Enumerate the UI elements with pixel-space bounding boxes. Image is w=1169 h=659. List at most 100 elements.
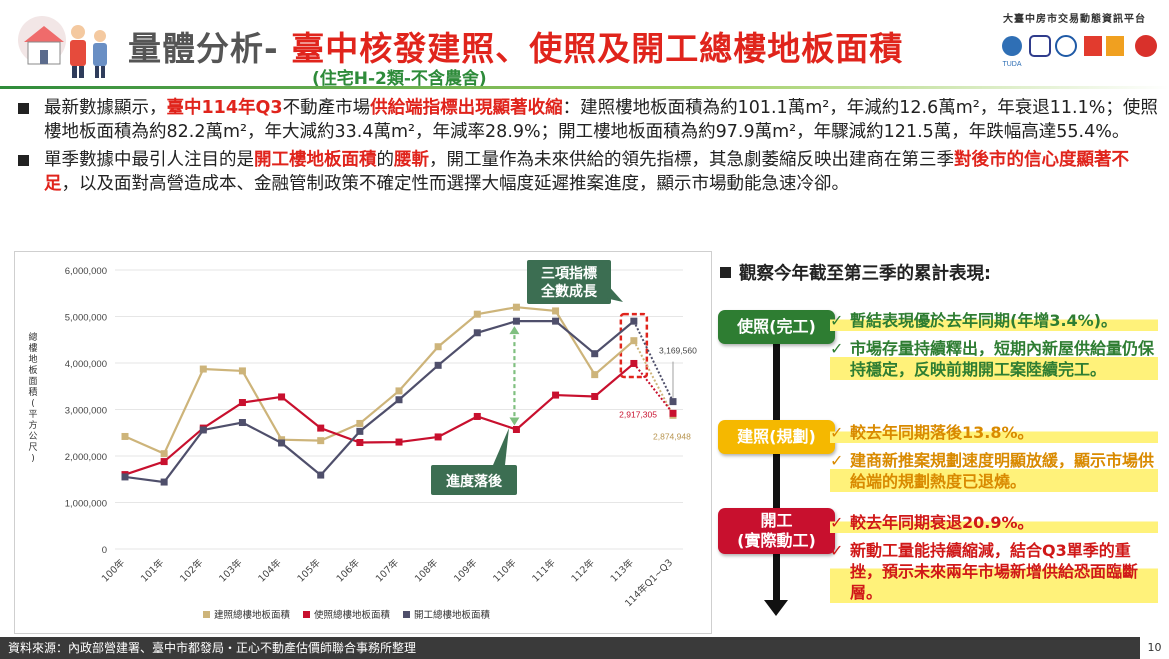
data-point bbox=[434, 343, 442, 351]
bullet-text: 最新數據顯示， bbox=[44, 98, 167, 118]
y-axis-label-char: 總 bbox=[28, 331, 37, 343]
bullet-highlight: 開工樓地板面積 bbox=[254, 150, 377, 170]
check-icon: ✓ bbox=[830, 513, 844, 532]
data-point bbox=[473, 329, 481, 337]
check-icon: ✓ bbox=[830, 451, 844, 470]
callout-delay-pointer bbox=[493, 428, 509, 465]
y-axis-label-char: 方 bbox=[28, 419, 37, 431]
y-axis-label-char: ) bbox=[31, 454, 35, 464]
legend-label: 開工總樓地板面積 bbox=[414, 609, 491, 621]
occupancy-item-1: ✓ 暫結表現優於去年同期(年增3.4%)。 bbox=[830, 310, 1158, 331]
data-label: 2,874,948 bbox=[653, 431, 691, 441]
y-tick-label: 2,000,000 bbox=[65, 452, 107, 463]
bullet-item: 單季數據中最引人注目的是開工樓地板面積的腰斬，開工量作為未來供給的領先指標，其急… bbox=[18, 148, 1158, 196]
data-point bbox=[160, 478, 168, 486]
data-point bbox=[160, 458, 168, 466]
data-point bbox=[395, 396, 403, 404]
highlight-box bbox=[619, 312, 649, 379]
summary-bullets: 最新數據顯示，臺中114年Q3不動產市場供給端指標出現顯著收縮：建照樓地板面積為… bbox=[18, 96, 1158, 200]
data-point bbox=[356, 419, 364, 427]
x-tick-label: 100年 bbox=[99, 556, 127, 584]
page-title: 量體分析- 臺中核發建照、使照及開工總樓地板面積 bbox=[128, 22, 903, 70]
footer-source: 資料來源：內政部營建署、臺中市都發局・正心不動產估價師聯合事務所整理 bbox=[0, 637, 1140, 659]
callout-growth-pointer bbox=[605, 282, 623, 302]
data-point bbox=[669, 409, 677, 417]
data-point bbox=[238, 419, 246, 427]
data-point bbox=[238, 367, 246, 375]
bullet-highlight: 臺中114年Q3 bbox=[166, 98, 283, 118]
data-point bbox=[591, 371, 599, 379]
timeline-line bbox=[773, 334, 780, 602]
legend-marker bbox=[203, 611, 210, 618]
data-point bbox=[121, 473, 129, 481]
y-axis-label-char: 公 bbox=[28, 431, 37, 442]
data-point bbox=[552, 307, 560, 315]
data-point bbox=[317, 437, 325, 445]
x-tick-label: 112年 bbox=[569, 556, 597, 584]
y-axis-label-char: 板 bbox=[28, 364, 37, 376]
series-line-2 bbox=[124, 362, 635, 476]
data-point bbox=[395, 387, 403, 395]
x-tick-label: 113年 bbox=[608, 556, 636, 584]
gap-arrow-down-icon bbox=[509, 417, 520, 426]
data-point bbox=[591, 350, 599, 358]
y-tick-label: 4,000,000 bbox=[65, 359, 107, 370]
x-tick-label: 110年 bbox=[491, 556, 519, 584]
callout-growth-box bbox=[527, 260, 611, 304]
callout-growth-text: 全數成長 bbox=[540, 283, 598, 300]
y-axis-label-char: 面 bbox=[28, 376, 37, 387]
check-icon: ✓ bbox=[830, 541, 844, 560]
data-point bbox=[512, 303, 520, 311]
organization-name: 大臺中房市交易動態資訊平台 bbox=[1003, 14, 1146, 25]
x-tick-label: 102年 bbox=[177, 556, 205, 584]
series-dotted-segment-2 bbox=[633, 362, 674, 414]
y-tick-label: 3,000,000 bbox=[65, 406, 107, 417]
series-line-3 bbox=[124, 320, 635, 484]
x-tick-label: 107年 bbox=[373, 556, 401, 584]
y-tick-label: 6,000,000 bbox=[65, 266, 107, 277]
bullet-text: 的 bbox=[376, 150, 395, 170]
data-point bbox=[552, 391, 560, 399]
data-point bbox=[278, 439, 286, 447]
data-point bbox=[199, 426, 207, 434]
header-divider bbox=[0, 86, 1169, 89]
x-tick-label: 111年 bbox=[530, 556, 558, 584]
x-tick-label: 104年 bbox=[256, 556, 284, 584]
y-tick-label: 1,000,000 bbox=[65, 499, 107, 510]
y-axis-label-char: 尺 bbox=[28, 442, 37, 453]
data-label: 2,917,305 bbox=[619, 409, 657, 419]
legend-label: 使照總樓地板面積 bbox=[314, 609, 391, 621]
y-tick-label: 0 bbox=[102, 545, 107, 556]
data-point bbox=[317, 424, 325, 432]
data-point bbox=[317, 471, 325, 479]
tag-building-permit: 建照(規劃) bbox=[718, 420, 835, 454]
callout-growth-text: 三項指標 bbox=[541, 265, 597, 282]
gap-arrow-up-icon bbox=[509, 326, 520, 335]
timeline-arrow-down-icon bbox=[764, 600, 788, 616]
data-point bbox=[199, 365, 207, 373]
y-axis-label-char: 平 bbox=[28, 409, 37, 420]
data-point bbox=[160, 450, 168, 458]
check-icon: ✓ bbox=[830, 339, 844, 358]
bullet-text: 單季數據中最引人注目的是 bbox=[44, 150, 254, 170]
observation-heading-text: 觀察今年截至第三季的累計表現: bbox=[739, 264, 991, 284]
chart-svg: 0 1,000,000 2,000,000 3,000,000 4,000,000 5,0… bbox=[28, 260, 697, 621]
y-tick-label: 5,000,000 bbox=[65, 313, 107, 324]
series-line-1 bbox=[124, 306, 635, 456]
data-label: 3,169,560 bbox=[659, 346, 697, 356]
data-point bbox=[238, 399, 246, 407]
family-house-illustration-icon bbox=[18, 16, 107, 78]
bullet-highlight: 對後市的信心度顯著不足 bbox=[44, 150, 1129, 194]
partner-logos-icon: TUDA bbox=[1002, 35, 1157, 68]
start-item-2: ✓ 新動工量能持續縮減，結合Q3單季的重挫，預示未來兩年市場新增供給恐面臨斷層。 bbox=[830, 540, 1158, 603]
legend-marker bbox=[403, 611, 410, 618]
data-point bbox=[630, 359, 638, 367]
building-item-2: ✓ 建商新推案規劃速度明顯放緩，顯示市場供給端的規劃熱度已退燒。 bbox=[830, 450, 1158, 492]
header: 量體分析- 臺中核發建照、使照及開工總樓地板面積 (住宅H-2類-不含農舍) 大… bbox=[0, 0, 1169, 89]
data-point bbox=[591, 392, 599, 400]
data-point bbox=[278, 393, 286, 401]
check-icon: ✓ bbox=[830, 423, 844, 442]
data-point bbox=[552, 317, 560, 325]
data-point bbox=[356, 427, 364, 435]
y-axis-label-char: 地 bbox=[28, 353, 37, 365]
